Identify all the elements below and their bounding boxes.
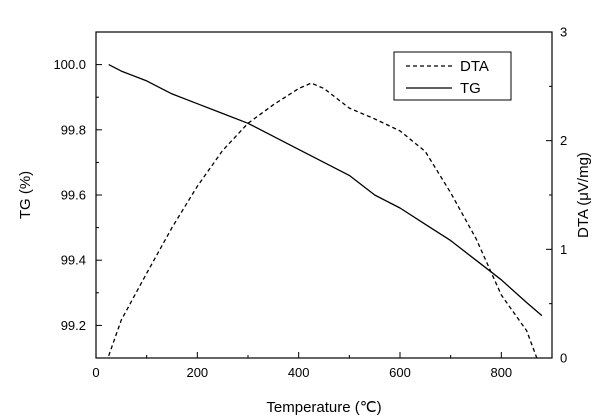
y2-tick-label: 0 [560, 351, 567, 366]
series-line-tg [108, 64, 543, 317]
y-tick-label: 99.6 [61, 188, 86, 203]
x-tick-label: 400 [288, 365, 310, 380]
y-tick-label: 99.4 [61, 253, 86, 268]
series-line-dta [108, 82, 538, 359]
y2-axis-ticks: 0 1 2 3 [546, 25, 567, 366]
legend-tg-label: TG [460, 80, 481, 97]
y2-axis-title: DTA (μV/mg) [575, 152, 592, 238]
y-axis-ticks: 99.2 99.4 99.6 99.8 100.0 [53, 31, 102, 359]
x-tick-label: 200 [186, 365, 208, 380]
y-axis-title: TG (%) [17, 171, 34, 219]
y2-tick-label: 2 [560, 133, 567, 148]
x-tick-label: 800 [490, 365, 512, 380]
y-tick-label: 100.0 [53, 57, 86, 72]
y-tick-label: 99.8 [61, 122, 86, 137]
x-tick-label: 600 [389, 365, 411, 380]
y2-tick-label: 3 [560, 25, 567, 40]
legend-dta-label: DTA [460, 58, 489, 75]
y2-tick-label: 1 [560, 242, 567, 257]
x-axis-title: Temperature (℃) [266, 399, 381, 416]
x-tick-label: 0 [92, 365, 99, 380]
legend-box [393, 51, 512, 101]
legend: DTA TG [393, 51, 512, 101]
series-layer [108, 64, 543, 359]
x-axis-ticks: 0 200 400 600 800 [92, 352, 512, 380]
y-tick-label: 99.2 [61, 318, 86, 333]
